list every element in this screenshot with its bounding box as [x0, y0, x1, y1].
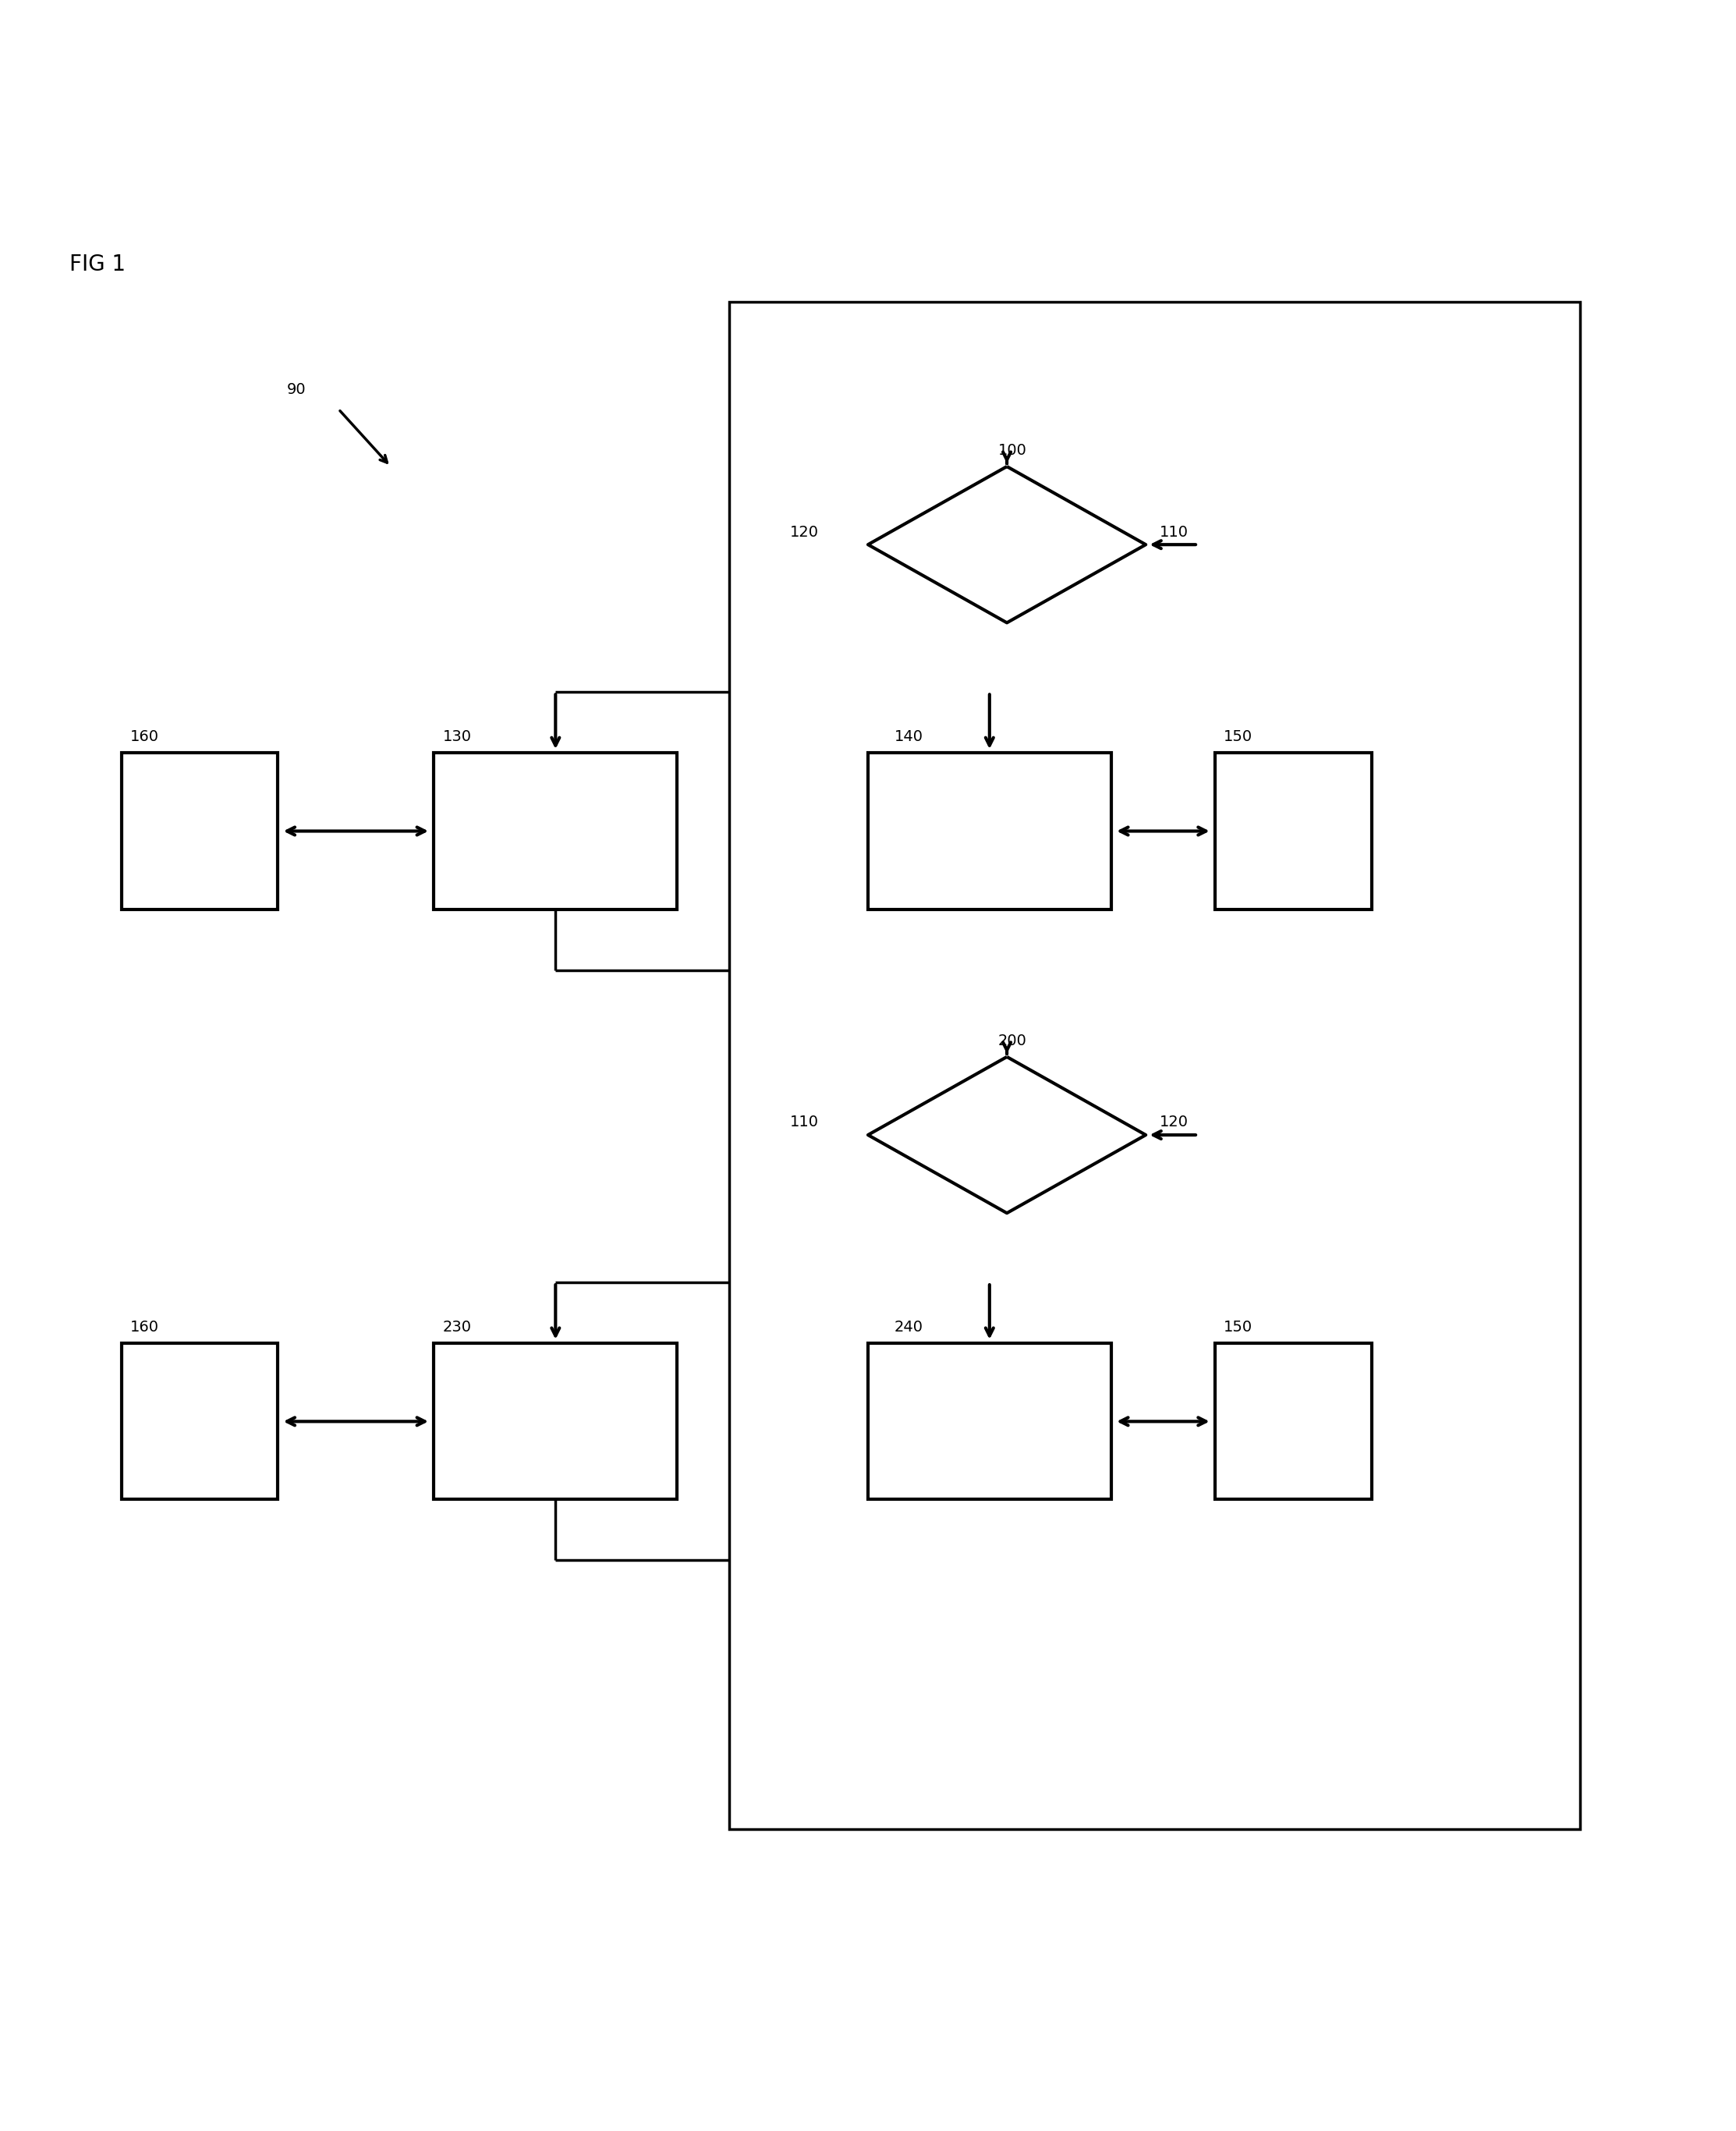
- Text: 160: 160: [130, 729, 160, 744]
- Text: 140: 140: [894, 729, 924, 744]
- Text: 90: 90: [286, 381, 306, 396]
- Bar: [122, 752, 278, 910]
- Text: 110: 110: [1160, 524, 1189, 539]
- Bar: [434, 1343, 677, 1500]
- Bar: [868, 752, 1111, 910]
- Text: 200: 200: [998, 1034, 1028, 1048]
- Text: 110: 110: [790, 1115, 819, 1129]
- Bar: [729, 300, 1580, 1831]
- Text: 160: 160: [130, 1319, 160, 1334]
- Bar: [434, 752, 677, 910]
- Text: 230: 230: [443, 1319, 472, 1334]
- Bar: [868, 1343, 1111, 1500]
- Text: 130: 130: [443, 729, 472, 744]
- Bar: [1215, 752, 1371, 910]
- Text: 150: 150: [1224, 1319, 1253, 1334]
- Bar: [122, 1343, 278, 1500]
- Text: 120: 120: [1160, 1115, 1189, 1129]
- Bar: [1215, 1343, 1371, 1500]
- Text: 100: 100: [998, 443, 1028, 458]
- Text: FIG 1: FIG 1: [69, 254, 125, 275]
- Text: 120: 120: [790, 524, 819, 539]
- Text: 150: 150: [1224, 729, 1253, 744]
- Text: 240: 240: [894, 1319, 924, 1334]
